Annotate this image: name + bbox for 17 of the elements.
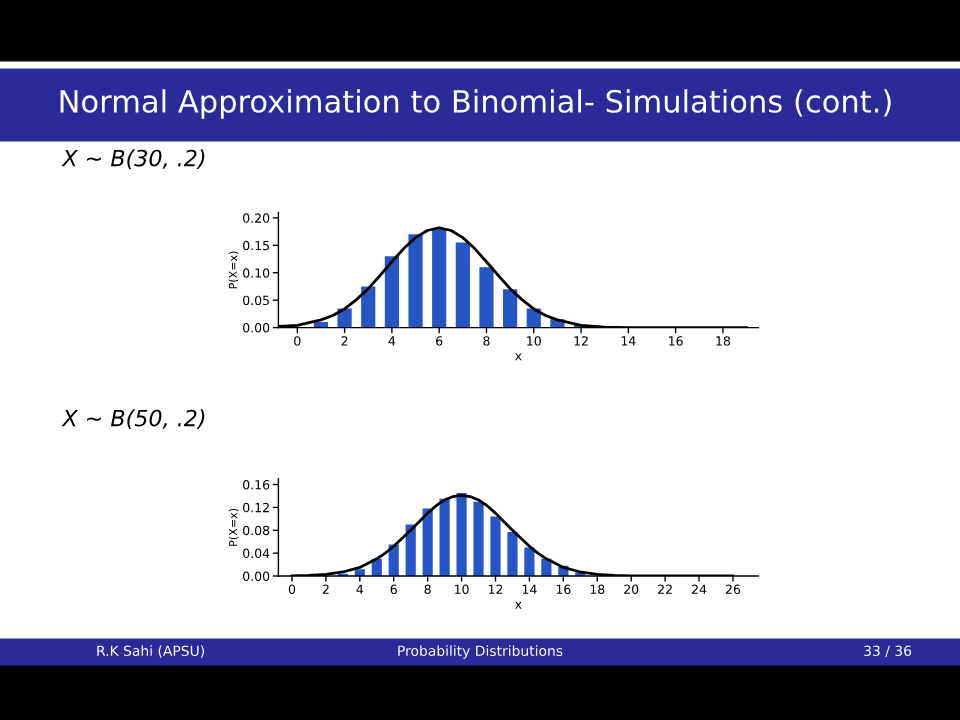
bar [524, 547, 535, 576]
bar [473, 501, 484, 576]
bar [456, 493, 467, 576]
bar [507, 531, 518, 576]
bar [479, 267, 494, 328]
bar [361, 286, 376, 328]
chart-title: Normal Approximation to Binomial- Simulations (cont.) [60, 89, 891, 119]
bar [408, 234, 423, 328]
chart-subtitle: X ∼ B(30, .2) [61, 149, 205, 170]
bar [439, 498, 450, 576]
chart-title: X ∼ B(50, .2) [61, 409, 205, 430]
bar [432, 228, 447, 328]
bar [422, 508, 433, 576]
bar [490, 516, 501, 576]
bar [503, 289, 518, 328]
bar [384, 256, 399, 328]
bar [455, 242, 470, 328]
